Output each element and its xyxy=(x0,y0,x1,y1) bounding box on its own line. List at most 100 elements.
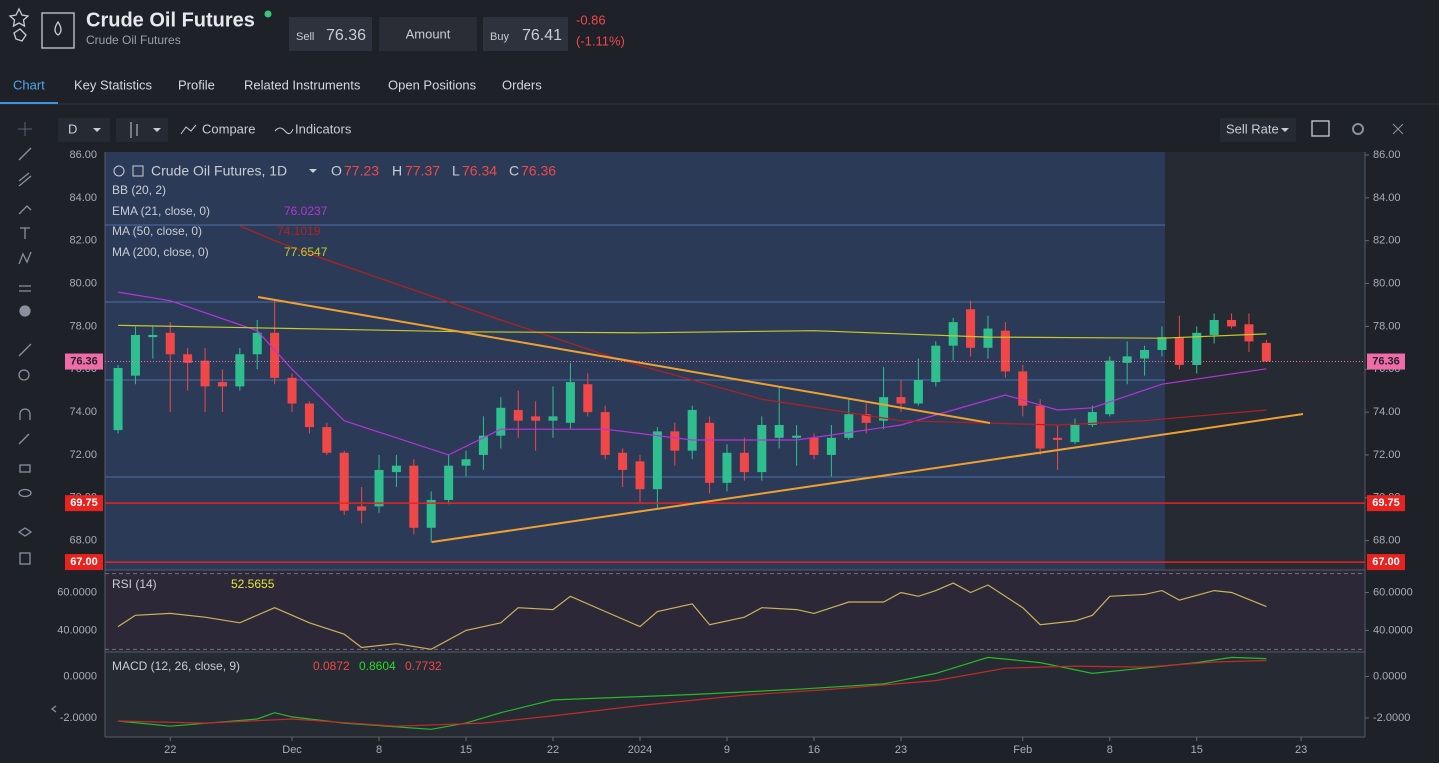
price-tag xyxy=(1367,495,1405,512)
fullscreen-button[interactable] xyxy=(1392,123,1404,135)
candle-body xyxy=(826,437,836,455)
candle-body xyxy=(913,379,923,404)
candle-body xyxy=(461,459,471,466)
toolbar: D Compare Indicators Sell Rate xyxy=(18,118,1404,142)
indicator-value: 0.8604 xyxy=(359,659,396,673)
text-tool[interactable] xyxy=(20,227,30,239)
candle-body xyxy=(705,422,715,483)
indicator-line xyxy=(117,324,1267,339)
tab[interactable]: Open Positions xyxy=(388,77,477,92)
candle-body xyxy=(1261,342,1271,362)
lock-tool[interactable] xyxy=(19,464,31,473)
candle-body xyxy=(270,332,280,378)
chart-type-select[interactable] xyxy=(116,118,168,142)
x-tick-label: 23 xyxy=(1295,744,1307,756)
tab[interactable]: Related Instruments xyxy=(244,77,361,92)
ohlc-label: C xyxy=(509,163,519,179)
settings-button[interactable] xyxy=(1352,123,1364,135)
candle-body xyxy=(1087,412,1097,425)
indicators-icon xyxy=(274,127,294,135)
candle-body xyxy=(1227,319,1237,327)
amount-label: Amount xyxy=(406,26,451,41)
y-tick-label: 60.0000 xyxy=(57,586,97,598)
candle-body xyxy=(1105,360,1115,415)
y-tick-label: 74.00 xyxy=(69,406,97,418)
price-tag-label: 69.75 xyxy=(70,497,98,509)
y-tick-label: 72.00 xyxy=(69,449,97,461)
drawing-tools xyxy=(17,147,57,713)
help-tool[interactable] xyxy=(19,305,31,317)
interval-select[interactable] xyxy=(58,118,110,142)
candle-body xyxy=(652,431,662,490)
candle-icon xyxy=(130,122,138,138)
magnet-tool[interactable] xyxy=(19,408,31,420)
pattern-tool[interactable] xyxy=(18,251,32,265)
x-tick-label: 9 xyxy=(724,744,730,756)
y-tick-label: 72.00 xyxy=(1373,449,1401,461)
fib-tool[interactable] xyxy=(19,285,31,292)
tab[interactable]: Chart xyxy=(13,77,45,92)
candle-body xyxy=(1174,337,1184,365)
indicator-line xyxy=(239,225,1267,426)
candle-body xyxy=(983,328,993,348)
candle-body xyxy=(478,435,488,455)
candle-body xyxy=(774,424,784,438)
channel-tool[interactable] xyxy=(18,172,32,187)
indicator-line xyxy=(117,291,1267,456)
delete-tool[interactable] xyxy=(19,552,31,565)
candle-body xyxy=(165,332,175,355)
sell-button[interactable] xyxy=(289,17,372,51)
indicators-button[interactable]: Indicators xyxy=(295,121,352,136)
ohlc-value: 76.34 xyxy=(462,163,497,179)
price-change-percent: (-1.11%) xyxy=(576,33,625,48)
legend-collapse[interactable] xyxy=(132,165,144,177)
favorite-icon[interactable] xyxy=(8,7,30,28)
alert-icon[interactable] xyxy=(13,28,27,42)
instrument-logo xyxy=(41,12,75,49)
trend-line-tool[interactable] xyxy=(18,147,32,161)
tab[interactable]: Orders xyxy=(502,77,542,92)
candle-body xyxy=(792,435,802,438)
candle-body xyxy=(565,382,575,423)
candle-body xyxy=(739,452,749,473)
visibility-tool[interactable] xyxy=(18,488,32,498)
y-tick-label: 74.00 xyxy=(1373,406,1401,418)
y-tick-label: 68.00 xyxy=(1373,535,1401,547)
candle-body xyxy=(531,416,541,421)
candle-body xyxy=(113,367,123,431)
compare-button[interactable]: Compare xyxy=(202,121,255,136)
measure-tool[interactable] xyxy=(18,343,32,357)
candle-body xyxy=(600,412,610,455)
zoom-tool[interactable] xyxy=(18,369,30,381)
tab[interactable]: Profile xyxy=(178,77,215,92)
brush-tool[interactable] xyxy=(18,205,32,215)
layers-tool[interactable] xyxy=(17,527,33,537)
candle-body xyxy=(287,377,297,404)
x-tick-label: 15 xyxy=(1191,744,1203,756)
crosshair-icon[interactable] xyxy=(18,122,32,136)
candle-body xyxy=(1018,371,1028,406)
collapse-arrow[interactable] xyxy=(50,705,57,713)
buy-price: 76.41 xyxy=(522,27,562,44)
compare-icon xyxy=(180,124,197,135)
dropdown-arrow xyxy=(153,128,161,132)
lock-drawing-tool[interactable] xyxy=(18,433,30,445)
series-title: Crude Oil Futures, 1D xyxy=(151,163,287,179)
amount-input[interactable] xyxy=(379,17,477,51)
price-change: -0.86 xyxy=(576,12,606,27)
legend-toggle[interactable] xyxy=(113,165,125,177)
candle-body xyxy=(896,397,906,404)
candle-body xyxy=(861,414,871,423)
x-tick-label: 22 xyxy=(164,744,176,756)
price-tag-label: 67.00 xyxy=(1372,556,1400,568)
y-tick-label: 78.00 xyxy=(1373,320,1401,332)
interval: D xyxy=(68,121,77,136)
candle-body xyxy=(235,354,245,387)
tab[interactable]: Key Statistics xyxy=(74,77,153,92)
screenshot-button[interactable] xyxy=(1311,120,1330,137)
candle-body xyxy=(374,469,384,507)
buy-button[interactable] xyxy=(483,17,568,51)
price-tag xyxy=(1367,554,1405,571)
price-tag xyxy=(65,495,103,512)
active-tab-underline xyxy=(0,102,58,104)
